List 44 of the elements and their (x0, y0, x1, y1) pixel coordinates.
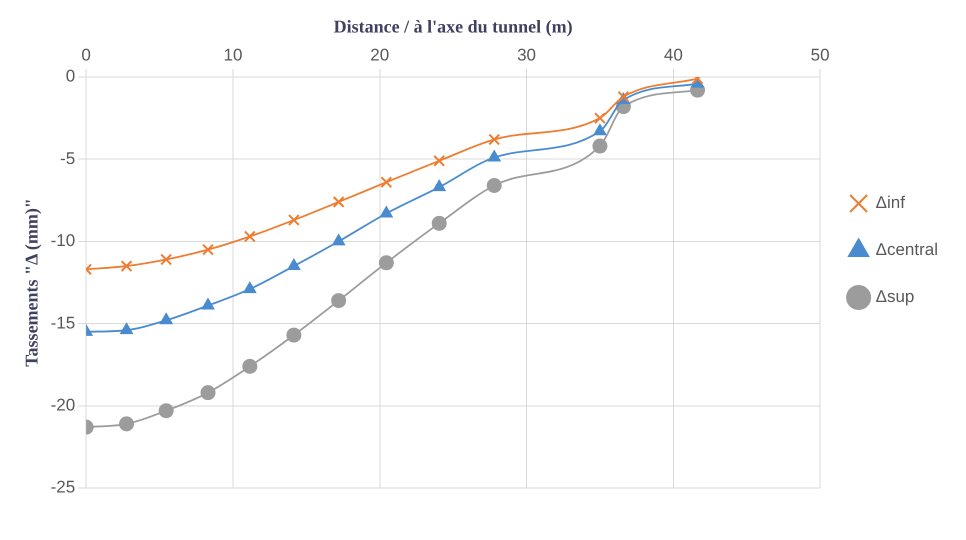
point (593, 124, 606, 136)
point (120, 322, 134, 334)
y-tick-label: -5 (60, 148, 76, 168)
legend-label: Δcentral (876, 240, 938, 260)
point (592, 138, 608, 154)
y-tick-label: -15 (50, 313, 76, 332)
point (286, 328, 302, 343)
point (287, 258, 300, 270)
point (433, 154, 446, 167)
y-tick-label: 0 (66, 66, 76, 86)
y-tick-label: -10 (50, 231, 76, 250)
point (488, 150, 501, 162)
y-tick-label: -20 (50, 395, 76, 414)
point (244, 230, 256, 242)
x-axis-title: Distance / à l'axe du tunnel (m) (334, 16, 573, 36)
x-tick-label: 0 (81, 45, 91, 64)
point (242, 358, 258, 374)
point (380, 176, 392, 188)
point (486, 178, 502, 194)
point (594, 112, 606, 124)
y-axis-title: Tassements "Δ (mm)" (21, 198, 42, 367)
point (332, 196, 345, 208)
point (432, 180, 446, 192)
point (120, 260, 132, 272)
point (488, 134, 500, 146)
point (158, 403, 174, 418)
x-tick-label: 30 (517, 45, 536, 64)
point (200, 385, 216, 400)
y-tick-label: -25 (50, 478, 76, 497)
point (432, 216, 447, 231)
x-tick-label: 50 (810, 45, 830, 64)
point (331, 293, 346, 308)
point (243, 282, 256, 294)
point (160, 254, 172, 266)
point (119, 416, 134, 432)
x-tick-label: 20 (370, 45, 390, 64)
point (202, 244, 214, 256)
x-tick-label: 40 (664, 45, 683, 64)
point (378, 255, 394, 270)
x-tick-label: 10 (224, 45, 242, 64)
legend-label: Δsup (876, 287, 914, 306)
point (288, 214, 300, 226)
point (201, 298, 215, 310)
legend-label: Δinf (876, 193, 906, 212)
